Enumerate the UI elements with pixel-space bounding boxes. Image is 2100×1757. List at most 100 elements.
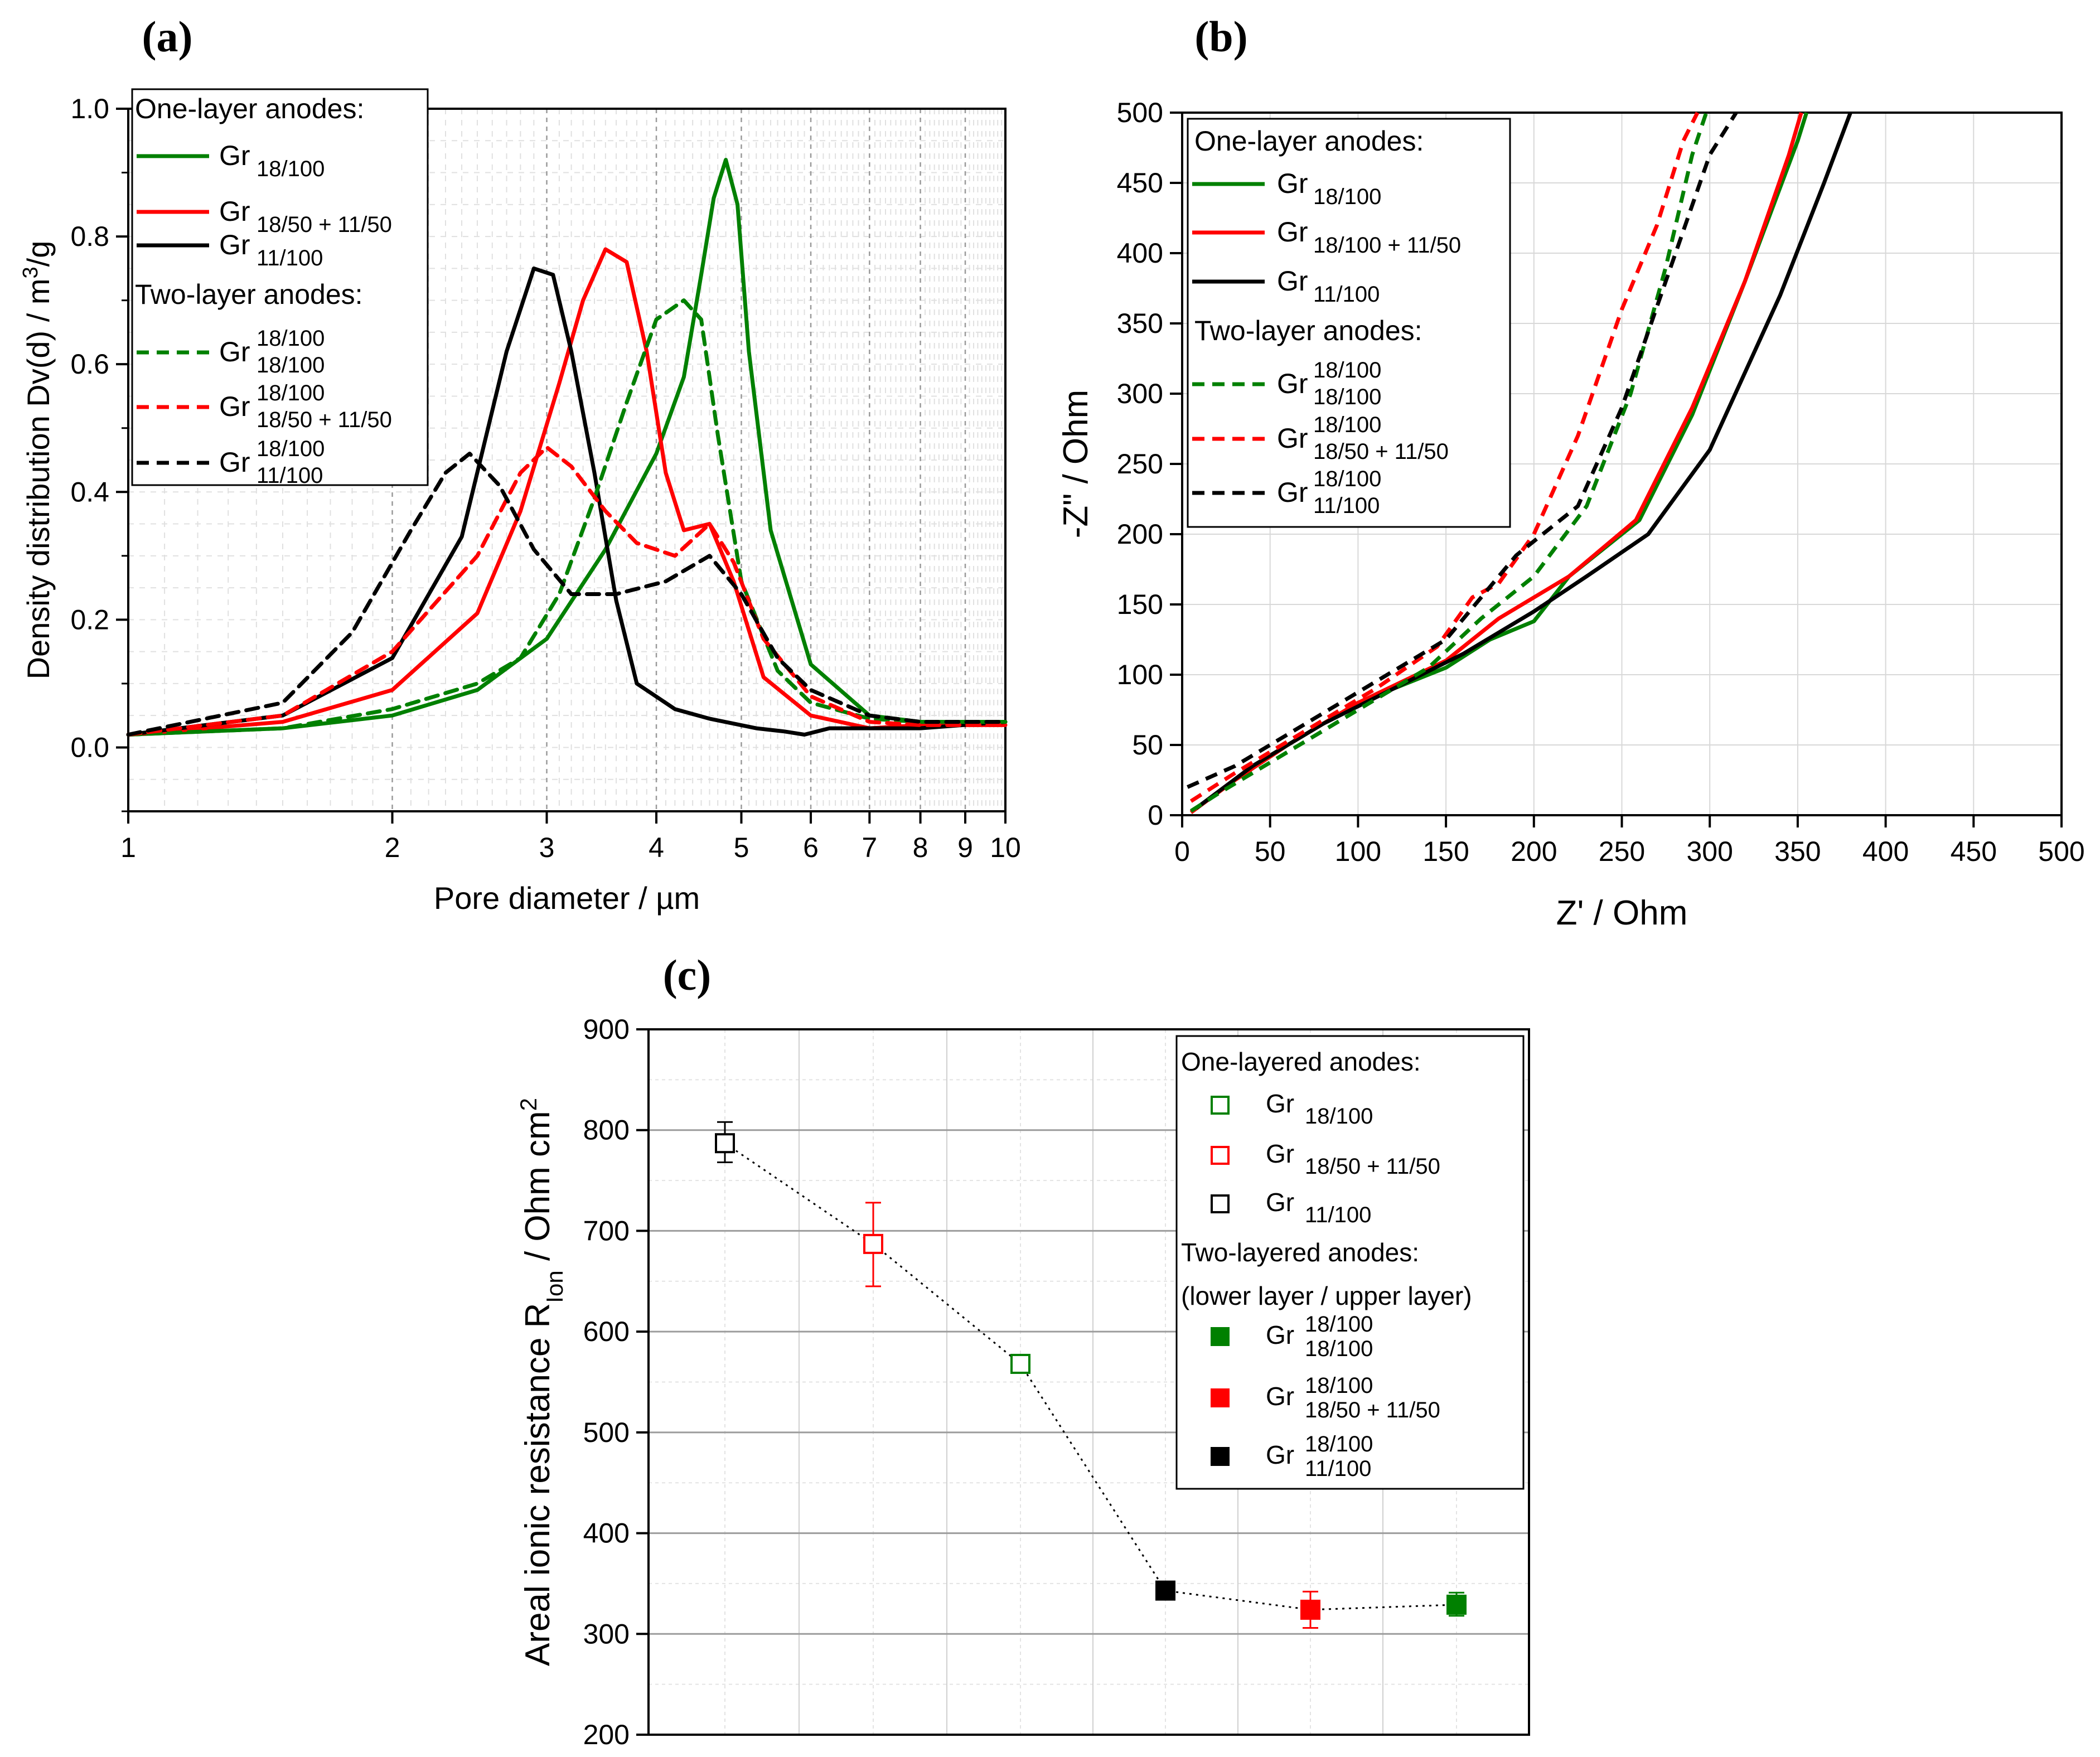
x-axis-label: Pore diameter / µm	[434, 880, 700, 916]
x-tick-label: 400	[1862, 836, 1909, 867]
data-point	[715, 1121, 735, 1164]
legend-box	[1175, 1035, 1525, 1490]
legend-gr: Gr	[219, 391, 250, 422]
legend-marker	[1211, 1096, 1230, 1115]
legend-gr: Gr	[219, 447, 250, 478]
legend-c: One-layered anodes: Gr 18/100 Gr 18/50 + 11/…	[1175, 1035, 1525, 1490]
legend-heading: One-layered anodes:	[1181, 1047, 1421, 1076]
x-tick-label: 1	[120, 832, 136, 863]
legend-gr: Gr	[1277, 216, 1308, 248]
legend-gr: Gr	[1266, 1089, 1294, 1118]
legend-box	[1187, 118, 1511, 528]
legend-marker	[1211, 1447, 1230, 1466]
series-line	[1189, 112, 1700, 803]
legend-marker	[1211, 1146, 1230, 1165]
legend-gr: Gr	[1266, 1320, 1294, 1349]
y-tick-label: 250	[1117, 448, 1163, 480]
legend-gr: Gr	[1277, 265, 1308, 297]
legend-sub: 11/100	[257, 463, 323, 488]
point-marker	[715, 1133, 735, 1154]
y-tick-label: 800	[583, 1115, 630, 1146]
y-tick-label: 50	[1132, 729, 1163, 761]
x-tick-label: 300	[1686, 836, 1733, 867]
y-tick-label: 0.8	[70, 221, 109, 252]
y-tick-label: 300	[583, 1618, 630, 1649]
legend-sup: 18/100	[1313, 467, 1381, 491]
y-tick-label: 900	[583, 1014, 630, 1045]
legend-sup: 18/100	[1305, 1373, 1373, 1398]
legend-sup: 18/100	[257, 437, 325, 461]
y-axis-label: Density distribution Dv(d) / m3/g	[19, 241, 56, 680]
legend-gr: Gr	[1266, 1440, 1294, 1469]
y-tick-label: 1.0	[70, 93, 109, 124]
legend-heading: Two-layer anodes:	[1194, 315, 1422, 346]
legend-heading: Two-layer anodes:	[135, 279, 363, 310]
legend-sub: 18/50 + 11/50	[1313, 439, 1449, 464]
y-tick-label: 0.0	[70, 732, 109, 763]
legend-sup: 18/100	[257, 381, 325, 405]
y-tick-label: 450	[1117, 167, 1163, 199]
legend-sub: 18/100 + 11/50	[1313, 233, 1461, 258]
y-tick-label: 300	[1117, 378, 1163, 409]
legend-gr: Gr	[1266, 1139, 1294, 1168]
point-marker	[863, 1233, 883, 1254]
legend-gr: Gr	[219, 140, 250, 171]
legend-sub: 18/100	[1305, 1337, 1373, 1361]
legend-marker	[1211, 1327, 1230, 1346]
series-line	[126, 452, 1008, 737]
legend-gr: Gr	[1277, 168, 1308, 199]
legend-marker	[1211, 1388, 1230, 1407]
x-tick-label: 6	[803, 832, 819, 863]
y-tick-label: 0	[1148, 800, 1163, 831]
y-axis-label: -Z" / Ohm	[1057, 390, 1095, 539]
data-point	[1010, 1353, 1030, 1374]
x-tick-label: 450	[1951, 836, 1997, 867]
y-tick-label: 350	[1117, 308, 1163, 339]
y-tick-label: 100	[1117, 659, 1163, 690]
legend-sub: 18/100	[1305, 1104, 1373, 1129]
legend-heading: One-layer anodes:	[135, 93, 364, 124]
legend-gr: Gr	[219, 336, 250, 367]
series-line	[126, 266, 1008, 737]
plot-frame	[647, 1028, 1530, 1736]
y-tick-label: 0.6	[70, 349, 109, 380]
legend-sub: 11/100	[1305, 1456, 1371, 1481]
point-marker	[1300, 1599, 1320, 1620]
x-tick-label: 50	[1255, 836, 1286, 867]
legend-a: One-layer anodes: Gr 18/100 Gr 18/50 + 11/50…	[131, 88, 429, 488]
series-line	[126, 445, 1008, 737]
legend-sup: 18/100	[1305, 1312, 1373, 1337]
legend-sup: 18/100	[1305, 1432, 1373, 1456]
x-tick-label: 2	[385, 832, 400, 863]
panel-b: 0 50 100 150 200 250 300 350 400 450 500 0 50 100 150 2…	[1057, 12, 2085, 932]
panel-a: 1 2 3 4 5 6 7 8 9 10 0.0 0.2 0.4 0.6 0.8 1.0 Pore diamet…	[19, 12, 1021, 916]
point-marker	[1155, 1580, 1175, 1601]
y-tick-label: 600	[583, 1316, 630, 1347]
legend-sub: 11/100	[1305, 1203, 1371, 1227]
panel-label-b: (b)	[1194, 12, 1247, 61]
x-tick-label: 150	[1422, 836, 1469, 867]
legend-sub: 11/100	[257, 246, 323, 270]
y-tick-label: 400	[583, 1518, 630, 1549]
legend-sub: 18/50 + 11/50	[257, 408, 392, 432]
y-tick-label: 700	[583, 1215, 630, 1246]
panel-label-c: (c)	[663, 951, 712, 999]
y-tick-label: 0.2	[70, 604, 109, 635]
point-marker	[1446, 1594, 1467, 1615]
data-point	[1446, 1591, 1467, 1617]
series-line	[1187, 112, 1738, 789]
legend-sup: 18/100	[257, 326, 325, 351]
legend-sub: 11/100	[1313, 282, 1380, 307]
panel-c: 200 300 400 500 600 700 800 900 Areal ionic resi…	[515, 951, 1530, 1750]
legend-heading-note: (lower layer / upper layer)	[1181, 1281, 1472, 1310]
x-tick-label: 100	[1335, 836, 1381, 867]
legend-sub: 18/100	[1313, 385, 1381, 409]
legend-sub: 18/50 + 11/50	[1305, 1398, 1440, 1422]
x-tick-label: 350	[1774, 836, 1821, 867]
panel-label-a: (a)	[142, 12, 193, 61]
x-tick-label: 200	[1511, 836, 1557, 867]
legend-heading: Two-layered anodes:	[1181, 1238, 1419, 1267]
point-marker	[1010, 1353, 1030, 1374]
